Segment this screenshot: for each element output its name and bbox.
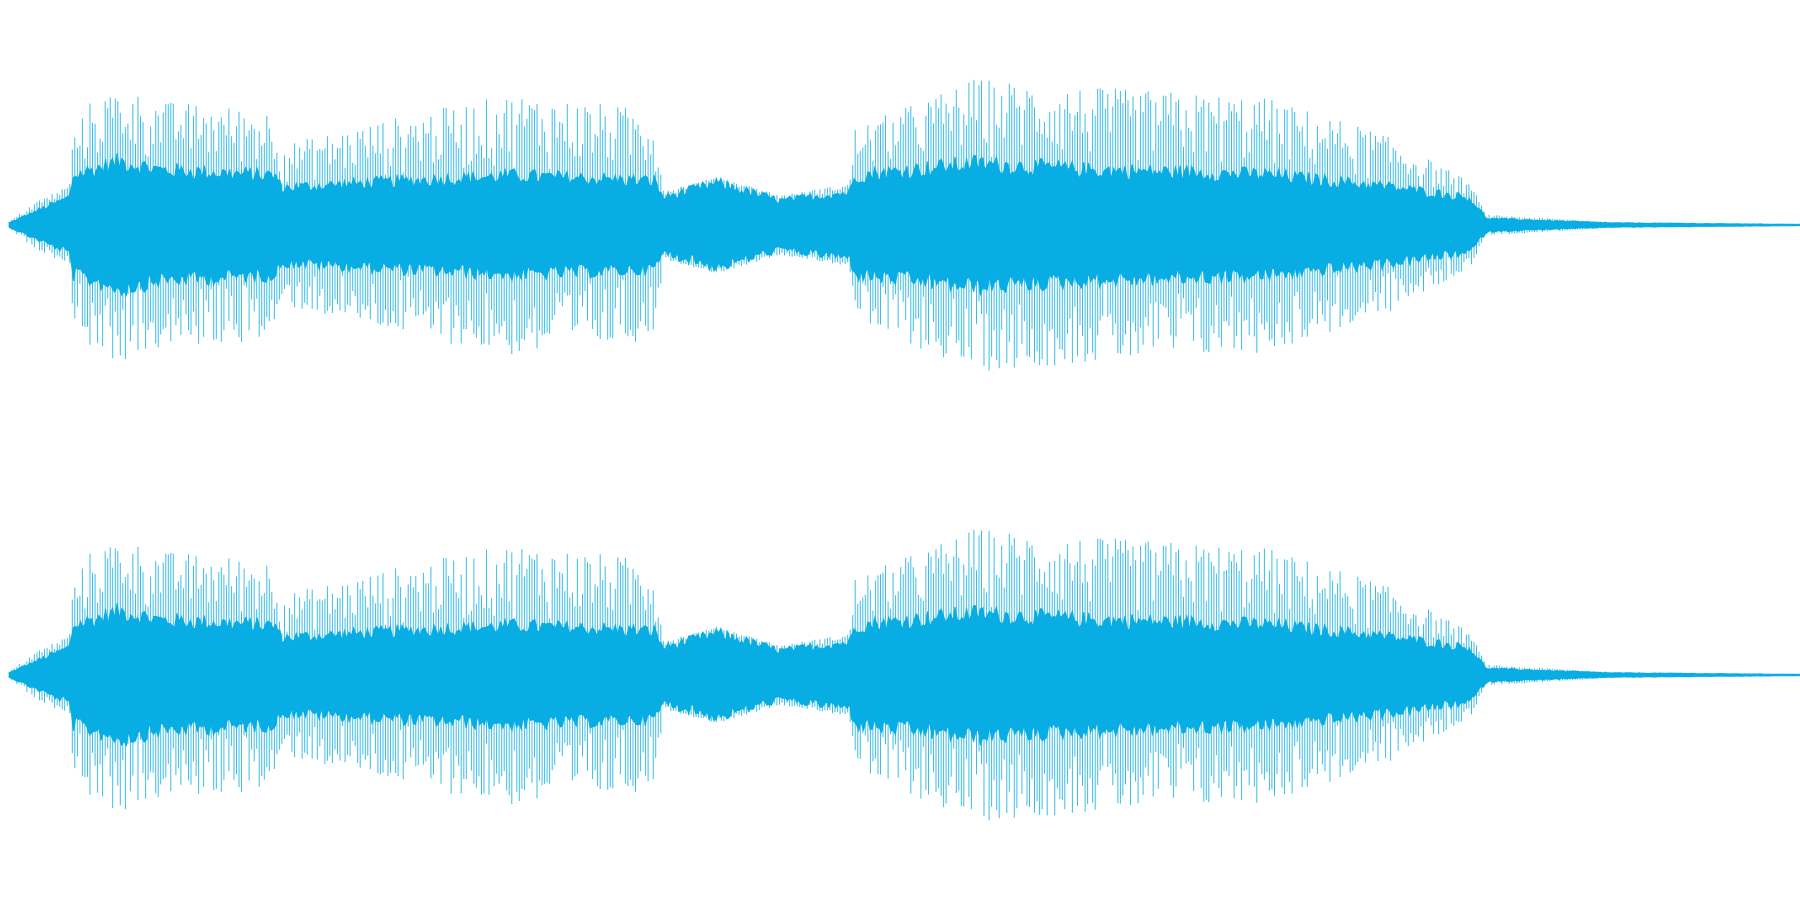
right-channel-core (8, 603, 1800, 748)
left-channel-core (8, 153, 1800, 298)
